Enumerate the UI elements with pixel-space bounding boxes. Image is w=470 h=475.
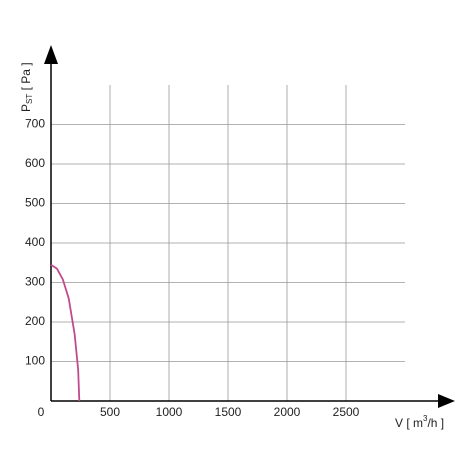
x-arrow bbox=[438, 394, 455, 408]
x-tick-label: 2500 bbox=[333, 405, 360, 419]
y-tick-label: 300 bbox=[25, 275, 45, 289]
y-tick-label: 200 bbox=[25, 314, 45, 328]
y-tick-label: 400 bbox=[25, 235, 45, 249]
x-tick-label: 1500 bbox=[215, 405, 242, 419]
y-tick-label: 700 bbox=[25, 117, 45, 131]
y-tick-label: 100 bbox=[25, 354, 45, 368]
x-axis-label: V [ m3/h ] bbox=[395, 414, 444, 430]
y-tick-label: 600 bbox=[25, 156, 45, 170]
x-tick-label: 0 bbox=[38, 405, 45, 419]
y-tick-label: 500 bbox=[25, 196, 45, 210]
x-tick-label: 2000 bbox=[274, 405, 301, 419]
x-tick-label: 500 bbox=[100, 405, 120, 419]
y-axis-label: PST [ Pa ] bbox=[19, 62, 34, 112]
x-tick-label: 1000 bbox=[156, 405, 183, 419]
y-arrow bbox=[44, 45, 58, 64]
data-line bbox=[50, 263, 81, 402]
